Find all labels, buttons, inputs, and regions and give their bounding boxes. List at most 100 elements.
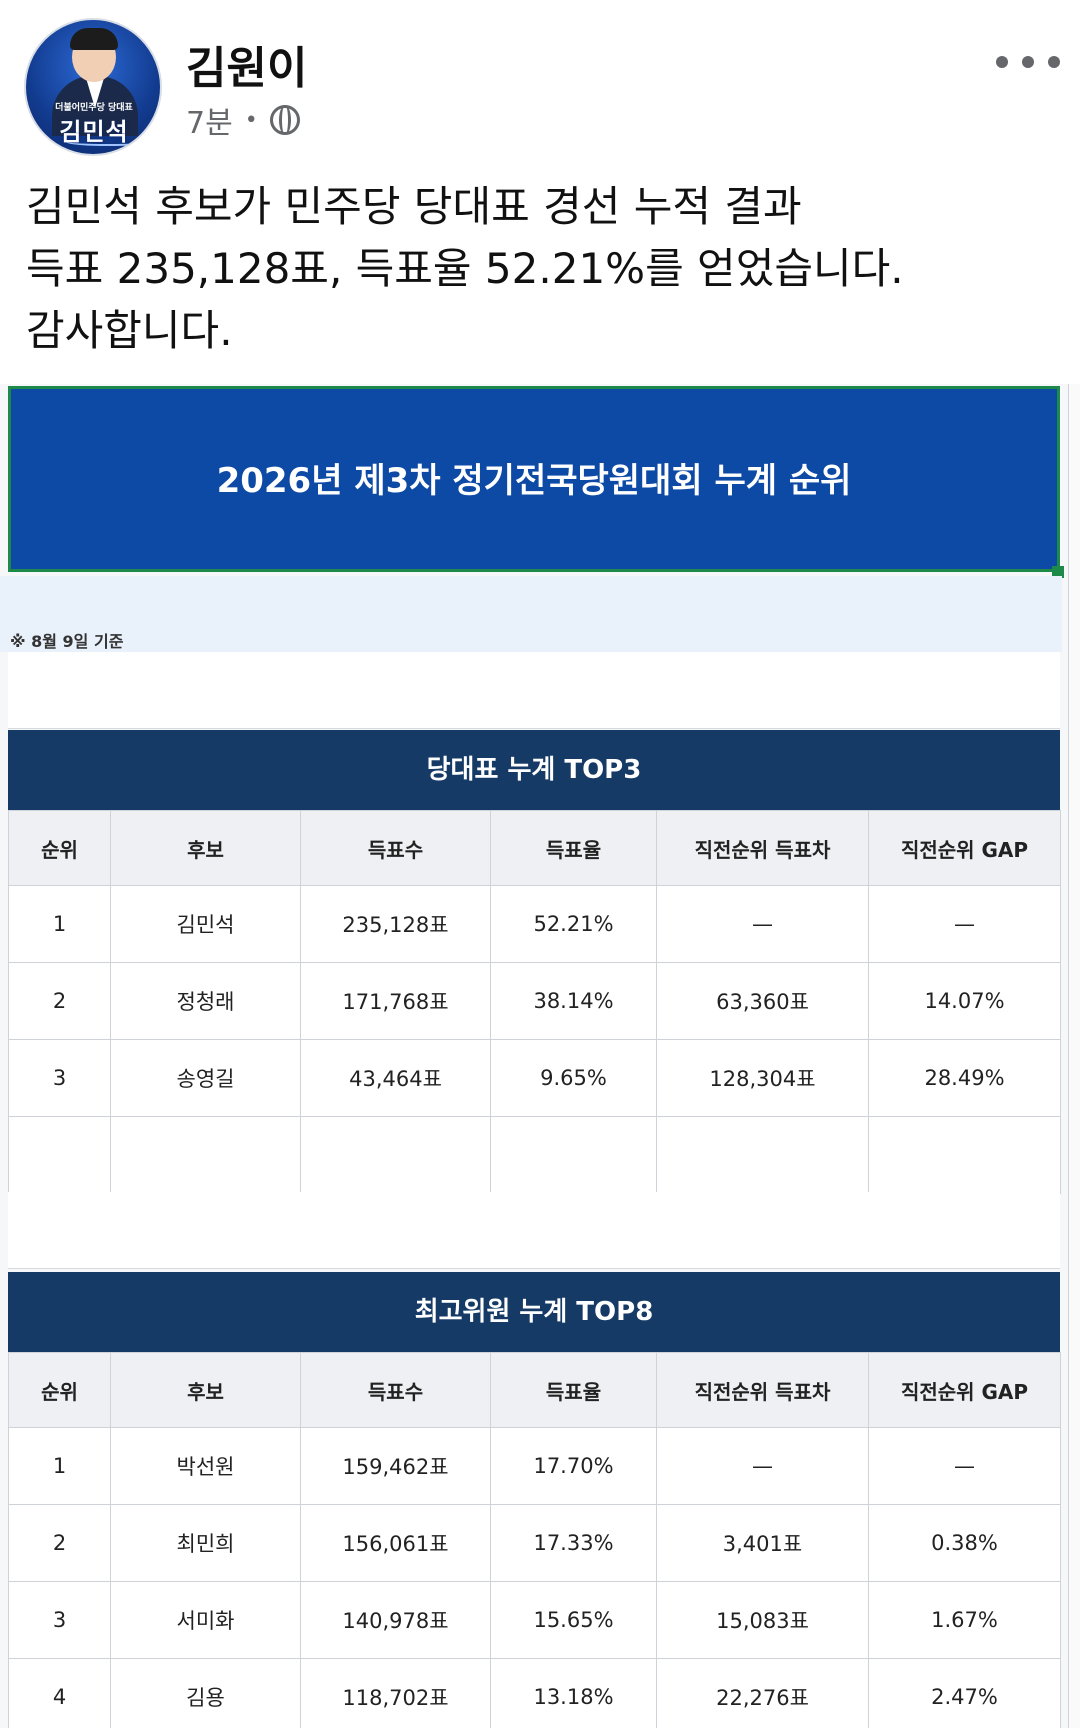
cell: — <box>868 885 1061 963</box>
cell: 17.33% <box>490 1504 657 1582</box>
table-row: 1 박선원 159,462표 17.70% — — <box>8 1427 1061 1505</box>
col-rank: 순위 <box>8 1352 111 1428</box>
post-meta: 7분 • <box>186 98 300 142</box>
post-image[interactable]: 2026년 제3차 정기전국당원대회 누계 순위 ※ 8월 9일 기준 당대표 … <box>0 384 1080 1728</box>
avatar-hair <box>70 28 118 50</box>
table-row: 1 김민석 235,128표 52.21% — — <box>8 885 1061 963</box>
avatar[interactable]: 더불어민주당 당대표 김민석 <box>24 18 162 156</box>
col-votes: 득표수 <box>300 810 491 886</box>
cell: 128,304표 <box>656 1039 869 1117</box>
more-dots-icon <box>1022 56 1034 68</box>
cell: 4 <box>8 1658 111 1728</box>
cell: 118,702표 <box>300 1658 491 1728</box>
cell: 2.47% <box>868 1658 1061 1728</box>
table-row: 3 서미화 140,978표 15.65% 15,083표 1.67% <box>8 1581 1061 1659</box>
leader-table-title: 당대표 누계 TOP3 <box>8 730 1060 810</box>
cell: 최민희 <box>110 1504 301 1582</box>
cell: 김용 <box>110 1658 301 1728</box>
cell <box>8 1116 111 1194</box>
cell: 1 <box>8 1427 111 1505</box>
col-candidate: 후보 <box>110 810 301 886</box>
post-text: 김민석 후보가 민주당 당대표 경선 누적 결과 득표 235,128표, 득표… <box>26 176 1056 362</box>
cell: — <box>868 1427 1061 1505</box>
cell: 1.67% <box>868 1581 1061 1659</box>
results-banner: 2026년 제3차 정기전국당원대회 누계 순위 <box>8 386 1060 572</box>
table-header-row: 순위 후보 득표수 득표율 직전순위 득표차 직전순위 GAP <box>8 810 1061 886</box>
table-row: 2 정청래 171,768표 38.14% 63,360표 14.07% <box>8 962 1061 1040</box>
cell: 235,128표 <box>300 885 491 963</box>
blank-row <box>8 1192 1060 1269</box>
col-votes: 득표수 <box>300 1352 491 1428</box>
col-vote-diff: 직전순위 득표차 <box>656 1352 869 1428</box>
cell: 정청래 <box>110 962 301 1040</box>
cell: — <box>656 885 869 963</box>
cell: 김민석 <box>110 885 301 963</box>
leader-table: 순위 후보 득표수 득표율 직전순위 득표차 직전순위 GAP 1 김민석 23… <box>8 810 1061 1194</box>
col-vote-diff: 직전순위 득표차 <box>656 810 869 886</box>
council-table: 순위 후보 득표수 득표율 직전순위 득표차 직전순위 GAP 1 박선원 15… <box>8 1352 1061 1728</box>
cell: 2 <box>8 962 111 1040</box>
cell: 2 <box>8 1504 111 1582</box>
cell: 박선원 <box>110 1427 301 1505</box>
cell <box>300 1116 491 1194</box>
meta-separator: • <box>244 107 258 133</box>
table-header-row: 순위 후보 득표수 득표율 직전순위 득표차 직전순위 GAP <box>8 1352 1061 1428</box>
more-dots-icon <box>1048 56 1060 68</box>
council-table-title: 최고위원 누계 TOP8 <box>8 1272 1060 1352</box>
sheet-right-edge <box>1068 384 1080 1728</box>
table-row-empty <box>8 1116 1061 1194</box>
avatar-tag: 더불어민주당 당대표 <box>55 103 133 113</box>
cell: 송영길 <box>110 1039 301 1117</box>
cell: 22,276표 <box>656 1658 869 1728</box>
col-rate: 득표율 <box>490 810 657 886</box>
cell: 171,768표 <box>300 962 491 1040</box>
cell: 43,464표 <box>300 1039 491 1117</box>
cell: 156,061표 <box>300 1504 491 1582</box>
cell: 3 <box>8 1039 111 1117</box>
col-gap: 직전순위 GAP <box>868 810 1061 886</box>
cell: 13.18% <box>490 1658 657 1728</box>
table-row: 3 송영길 43,464표 9.65% 128,304표 28.49% <box>8 1039 1061 1117</box>
cell: 17.70% <box>490 1427 657 1505</box>
cell: 3,401표 <box>656 1504 869 1582</box>
avatar-signature <box>66 138 150 146</box>
cell: 0.38% <box>868 1504 1061 1582</box>
cell <box>490 1116 657 1194</box>
post-text-line: 감사합니다. <box>26 306 233 355</box>
cell <box>868 1116 1061 1194</box>
cell: 140,978표 <box>300 1581 491 1659</box>
globe-icon <box>269 105 300 135</box>
cell: 14.07% <box>868 962 1061 1040</box>
more-options-button[interactable] <box>996 42 1060 82</box>
post-text-line: 득표 235,128표, 득표율 52.21%를 얻었습니다. <box>26 244 904 293</box>
cell: 1 <box>8 885 111 963</box>
author-name[interactable]: 김원이 <box>186 43 308 94</box>
col-rate: 득표율 <box>490 1352 657 1428</box>
col-gap: 직전순위 GAP <box>868 1352 1061 1428</box>
table-row: 2 최민희 156,061표 17.33% 3,401표 0.38% <box>8 1504 1061 1582</box>
post-header: 더불어민주당 당대표 김민석 김원이 7분 • <box>0 0 1080 170</box>
cell: 서미화 <box>110 1581 301 1659</box>
post-text-line: 김민석 후보가 민주당 당대표 경선 누적 결과 <box>26 182 802 231</box>
banner-title: 2026년 제3차 정기전국당원대회 누계 순위 <box>216 461 852 501</box>
cell <box>110 1116 301 1194</box>
col-rank: 순위 <box>8 810 111 886</box>
more-dots-icon <box>996 56 1008 68</box>
date-note: ※ 8월 9일 기준 <box>10 632 124 651</box>
cell: 159,462표 <box>300 1427 491 1505</box>
cell <box>656 1116 869 1194</box>
post-time[interactable]: 7분 <box>186 106 233 141</box>
cell: 63,360표 <box>656 962 869 1040</box>
cell-selection-handle <box>1052 566 1064 578</box>
cell: 28.49% <box>868 1039 1061 1117</box>
col-candidate: 후보 <box>110 1352 301 1428</box>
cell: 38.14% <box>490 962 657 1040</box>
cell: 9.65% <box>490 1039 657 1117</box>
cell: 52.21% <box>490 885 657 963</box>
cell: — <box>656 1427 869 1505</box>
table-row: 4 김용 118,702표 13.18% 22,276표 2.47% <box>8 1658 1061 1728</box>
blank-row <box>8 652 1060 729</box>
cell: 15,083표 <box>656 1581 869 1659</box>
cell: 15.65% <box>490 1581 657 1659</box>
note-row <box>0 576 1062 652</box>
